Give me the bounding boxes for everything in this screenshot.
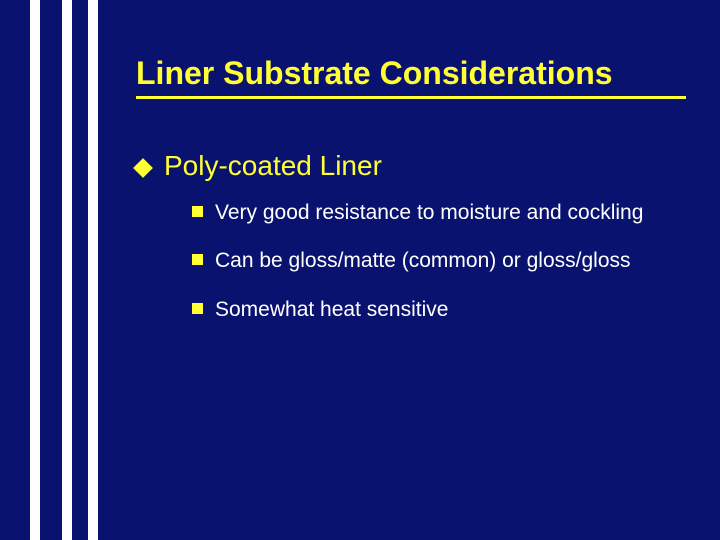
- bullet-item: Very good resistance to moisture and coc…: [192, 200, 662, 226]
- diamond-icon: [133, 158, 153, 178]
- stripe-white: [88, 0, 98, 540]
- stripe-navy: [72, 0, 88, 540]
- bullet-list: Very good resistance to moisture and coc…: [192, 200, 662, 323]
- square-icon: [192, 206, 203, 217]
- slide-title: Liner Substrate Considerations: [136, 56, 613, 91]
- square-icon: [192, 254, 203, 265]
- bullet-item: Can be gloss/matte (common) or gloss/glo…: [192, 248, 662, 274]
- stripe-navy: [0, 0, 30, 540]
- bullet-text: Very good resistance to moisture and coc…: [215, 200, 643, 226]
- slide: Liner Substrate Considerations Poly-coat…: [0, 0, 720, 540]
- stripe-white: [30, 0, 40, 540]
- bullet-item: Somewhat heat sensitive: [192, 297, 662, 323]
- section-heading-row: Poly-coated Liner: [136, 150, 382, 182]
- stripe-white: [62, 0, 72, 540]
- square-icon: [192, 303, 203, 314]
- bullet-text: Somewhat heat sensitive: [215, 297, 448, 323]
- section-heading: Poly-coated Liner: [164, 150, 382, 182]
- bullet-text: Can be gloss/matte (common) or gloss/glo…: [215, 248, 631, 274]
- title-underline: [136, 96, 686, 99]
- stripe-navy: [40, 0, 62, 540]
- slide-content: Liner Substrate Considerations Poly-coat…: [98, 0, 720, 540]
- left-stripes: [0, 0, 98, 540]
